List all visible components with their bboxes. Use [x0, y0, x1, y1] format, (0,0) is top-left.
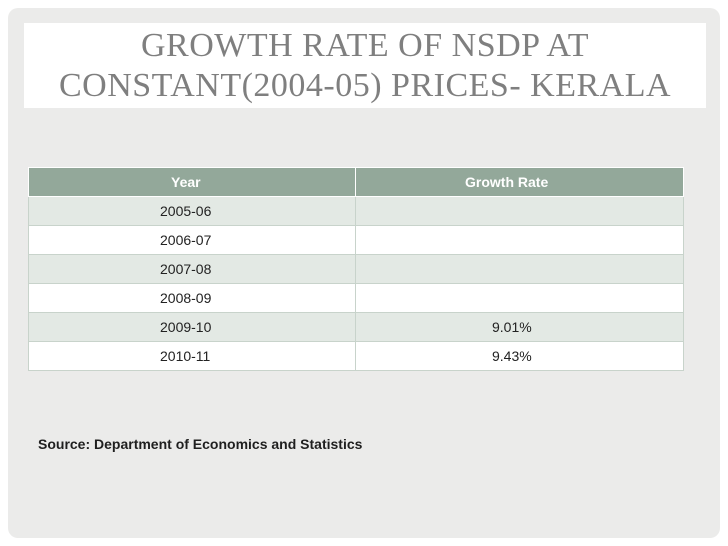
cell-growth-rate: 9.43% [355, 341, 684, 371]
header-growth-rate: Growth Rate [355, 167, 684, 197]
cell-growth-rate [355, 225, 684, 255]
table-row: 2007-08 [28, 254, 684, 284]
cell-growth-rate [355, 196, 684, 226]
cell-growth-rate: 9.01% [355, 312, 684, 342]
header-year: Year [28, 167, 356, 197]
cell-growth-rate [355, 283, 684, 313]
table-row: 2008-09 [28, 283, 684, 313]
table-header-row: Year Growth Rate [28, 167, 684, 197]
table-row: 2010-11 9.43% [28, 341, 684, 371]
cell-year: 2007-08 [28, 254, 356, 284]
growth-rate-table: Year Growth Rate 2005-06 2006-07 2007-08… [28, 167, 684, 371]
title-box: GROWTH RATE OF NSDP AT CONSTANT(2004-05)… [24, 23, 706, 108]
cell-year: 2006-07 [28, 225, 356, 255]
cell-year: 2008-09 [28, 283, 356, 313]
cell-year: 2009-10 [28, 312, 356, 342]
cell-growth-rate [355, 254, 684, 284]
slide-title-line-2: CONSTANT(2004-05) PRICES- KERALA [58, 66, 672, 104]
source-note: Source: Department of Economics and Stat… [38, 436, 363, 452]
table-row: 2009-10 9.01% [28, 312, 684, 342]
cell-year: 2005-06 [28, 196, 356, 226]
table-row: 2005-06 [28, 196, 684, 226]
slide-title-line-1: GROWTH RATE OF NSDP AT [140, 26, 589, 64]
table-row: 2006-07 [28, 225, 684, 255]
cell-year: 2010-11 [28, 341, 356, 371]
